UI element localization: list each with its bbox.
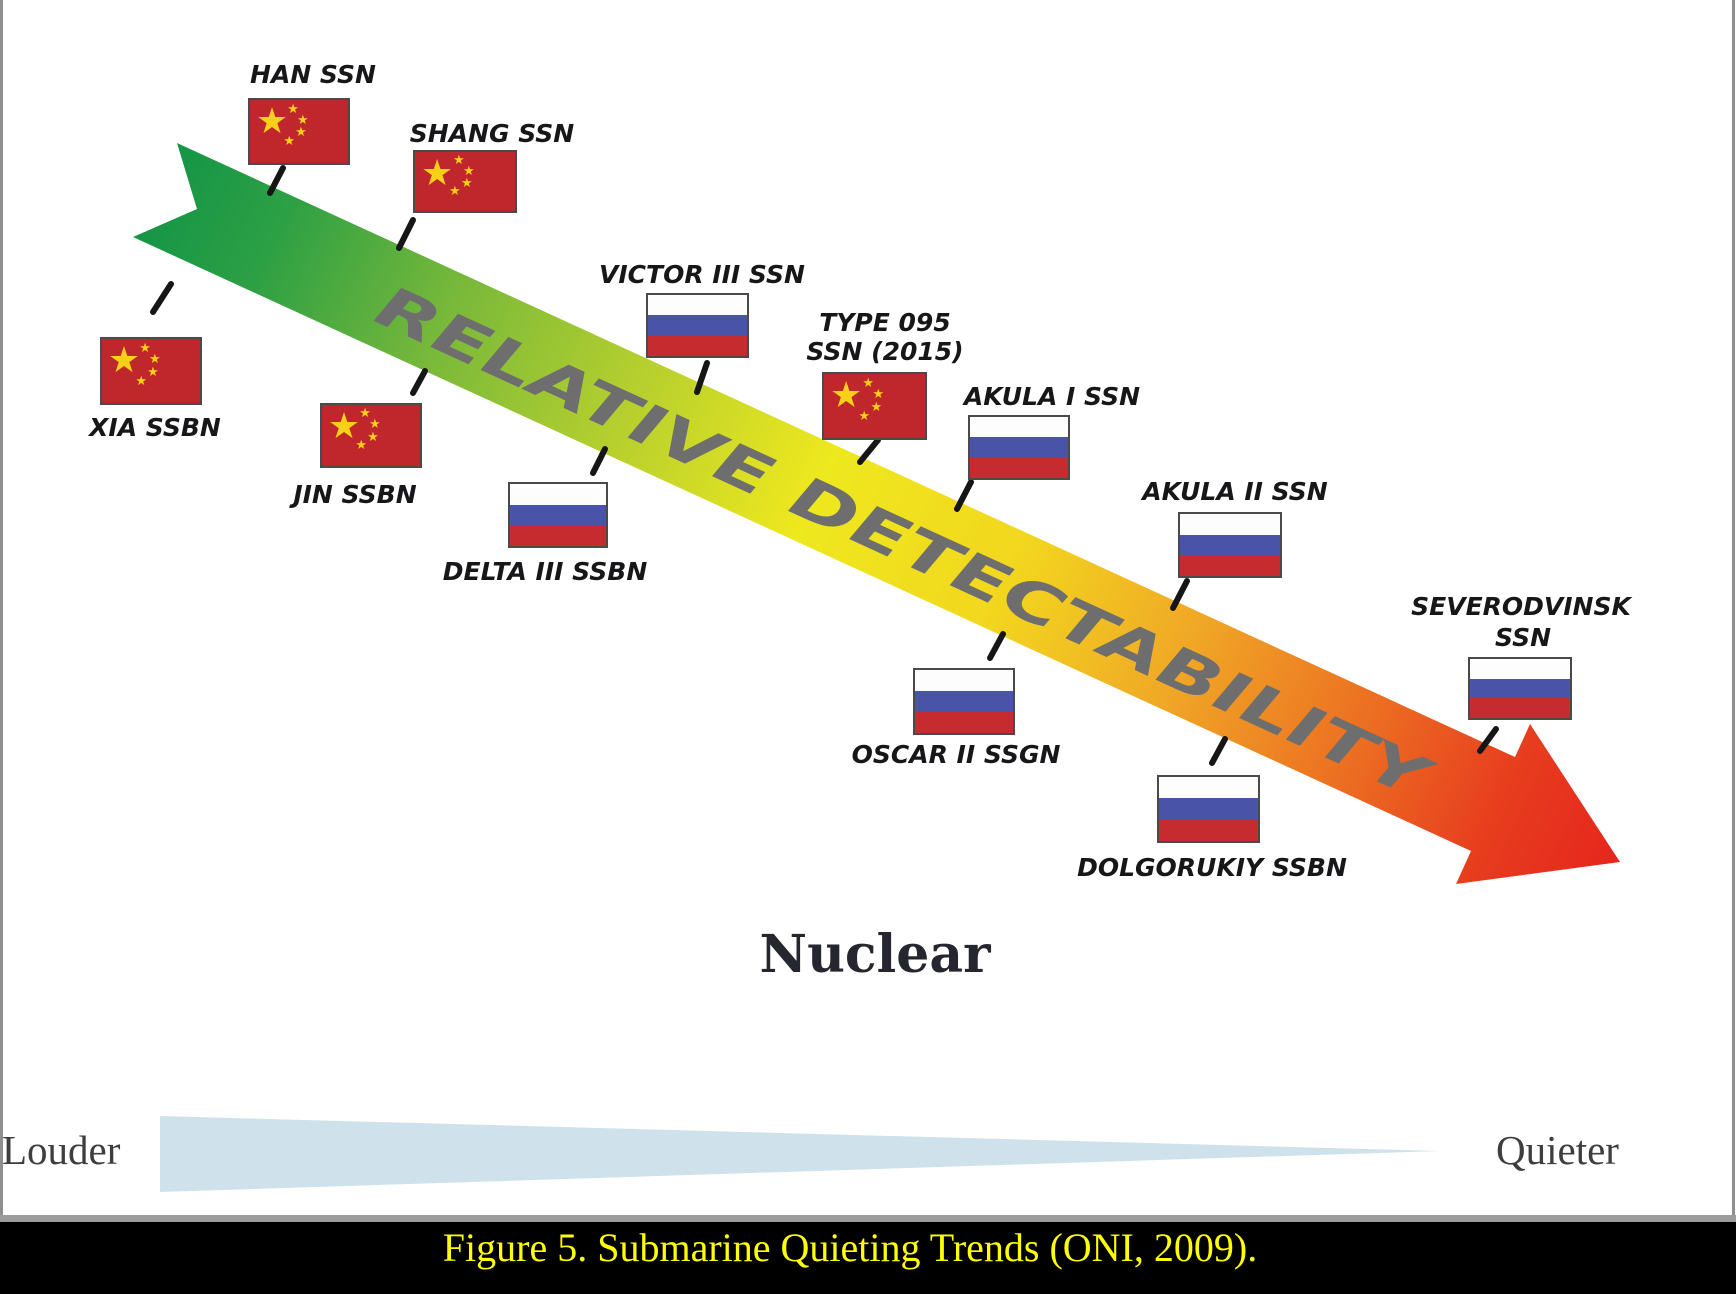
submarine-label-jin-ssbn: JIN SSBN — [293, 480, 417, 509]
figure-caption: Figure 5. Submarine Quieting Trends (ONI… — [442, 1225, 1258, 1270]
submarine-label-type-095-ssn: SSN (2015) — [806, 337, 964, 366]
submarine-label-victor-iii-ssn: VICTOR III SSN — [599, 260, 805, 289]
star-icon: ★ — [297, 112, 309, 128]
russia-flag-icon — [968, 415, 1070, 480]
tick-victor-iii-ssn — [694, 360, 710, 395]
china-flag-icon: ★ ★ ★ ★ ★ — [413, 150, 517, 213]
axis-label-louder: Louder — [2, 1127, 121, 1173]
tick-akula-ii-ssn — [1170, 578, 1190, 611]
submarine-label-shang-ssn: SHANG SSN — [409, 119, 575, 148]
tick-xia-ssbn — [150, 281, 174, 315]
submarine-label-han-ssn: HAN SSN — [250, 60, 376, 89]
submarine-label-oscar-ii-ssgn: OSCAR II SSGN — [851, 740, 1061, 769]
tick-shang-ssn — [396, 217, 416, 251]
russia-flag-icon — [1178, 512, 1282, 578]
china-flag-icon: ★ ★ ★ ★ ★ — [100, 337, 202, 405]
submarine-label-xia-ssbn: XIA SSBN — [89, 413, 221, 442]
relative-detectability-arrow — [133, 143, 1620, 884]
page-border-left — [0, 0, 3, 1215]
flag-stripe — [1180, 534, 1280, 556]
flag-stripe — [915, 691, 1013, 712]
tick-severodvinsk-ssn — [1477, 726, 1499, 754]
arrow-tick-marks — [150, 165, 1499, 766]
flag-stripe — [915, 712, 1013, 733]
flag-stripe — [648, 315, 747, 336]
category-label: Nuclear — [759, 924, 991, 985]
star-icon: ★ — [367, 429, 379, 445]
star-icon: ★ — [147, 364, 159, 380]
star-icon: ★ — [283, 134, 295, 150]
submarine-label-dolgorukiy-ssbn: DOLGORUKIY SSBN — [1077, 853, 1347, 882]
flag-stripe — [1470, 678, 1570, 699]
star-icon: ★ — [149, 352, 161, 368]
star-icon: ★ — [421, 152, 454, 194]
caption-bar — [0, 1222, 1736, 1294]
tick-type-095-ssn — [857, 437, 881, 465]
tick-han-ssn — [267, 165, 286, 196]
russia-flag-icon — [1157, 775, 1260, 843]
flag-stripe — [970, 437, 1068, 458]
star-icon: ★ — [359, 406, 371, 422]
axis-label-quieter: Quieter — [1496, 1127, 1619, 1173]
star-icon: ★ — [449, 184, 461, 200]
star-icon: ★ — [355, 438, 367, 454]
china-flag-icon: ★ ★ ★ ★ ★ — [822, 372, 927, 440]
flag-stripe — [510, 484, 606, 505]
submarine-label-akula-ii-ssn: AKULA II SSN — [1142, 477, 1328, 506]
tick-oscar-ii-ssgn — [987, 631, 1006, 661]
flag-stripe — [1470, 659, 1570, 679]
page-border-right — [1732, 0, 1735, 1215]
russia-flag-icon — [508, 482, 608, 548]
flag-stripe — [1159, 777, 1258, 799]
flag-stripe — [1180, 514, 1280, 535]
star-icon: ★ — [862, 375, 875, 391]
flag-stripe — [510, 525, 606, 547]
flag-stripe — [1159, 798, 1258, 820]
russia-flag-icon — [646, 293, 749, 358]
china-flag-icon: ★ ★ ★ ★ ★ — [248, 98, 350, 165]
flag-stripe — [510, 504, 606, 526]
flag-stripe — [970, 457, 1068, 478]
flag-stripe — [648, 335, 747, 356]
star-icon: ★ — [135, 373, 147, 389]
flag-stripe — [648, 295, 747, 316]
star-icon: ★ — [461, 175, 473, 191]
star-icon: ★ — [139, 340, 151, 356]
star-icon: ★ — [107, 339, 141, 381]
flag-stripe — [915, 670, 1013, 691]
star-icon: ★ — [295, 125, 307, 141]
russia-flag-icon — [1468, 657, 1572, 720]
tick-dolgorukiy-ssbn — [1209, 736, 1228, 766]
flag-stripe — [1470, 698, 1570, 719]
russia-flag-icon — [913, 668, 1015, 735]
submarine-label-delta-iii-ssbn: DELTA III SSBN — [442, 557, 648, 586]
star-icon: ★ — [872, 387, 885, 403]
flag-stripe — [1180, 555, 1280, 577]
loudness-wedge — [160, 1116, 1440, 1192]
flag-stripe — [1159, 819, 1258, 841]
submarine-label-type-095-ssn: TYPE 095 — [819, 308, 951, 337]
submarine-label-severodvinsk-ssn: SEVERODVINSK — [1411, 592, 1631, 621]
tick-akula-i-ssn — [954, 479, 974, 512]
star-icon: ★ — [287, 101, 299, 117]
star-icon: ★ — [858, 408, 870, 424]
submarine-label-akula-i-ssn: AKULA I SSN — [963, 382, 1141, 411]
star-icon: ★ — [327, 405, 361, 447]
tick-delta-iii-ssbn — [590, 446, 608, 476]
caption-divider — [0, 1215, 1736, 1222]
flag-stripe — [970, 417, 1068, 438]
star-icon: ★ — [453, 153, 465, 169]
star-icon: ★ — [463, 163, 475, 179]
china-flag-icon: ★ ★ ★ ★ ★ — [320, 403, 422, 468]
star-icon: ★ — [830, 374, 863, 416]
star-icon: ★ — [369, 417, 381, 433]
tick-jin-ssbn — [410, 368, 428, 396]
star-icon: ★ — [870, 399, 883, 415]
submarine-label-severodvinsk-ssn: SSN — [1494, 623, 1552, 652]
star-icon: ★ — [255, 100, 289, 142]
